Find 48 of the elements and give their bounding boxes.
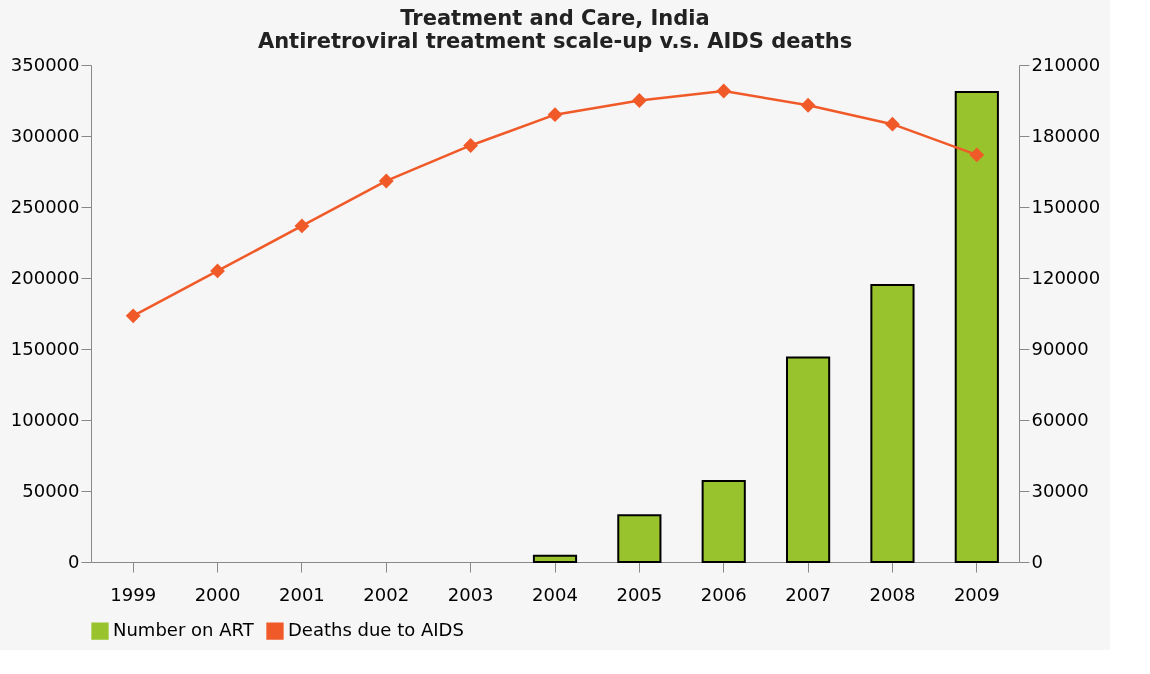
x-tick-label: 2009 xyxy=(953,583,1000,605)
point xyxy=(716,83,732,99)
y-tick-label: 300000 xyxy=(10,124,80,146)
x-tick-label: 2002 xyxy=(363,583,410,605)
y-tick-label: 250000 xyxy=(10,195,80,217)
legend-label: Deaths due to AIDS xyxy=(288,619,464,641)
x-tick-label: 2004 xyxy=(532,583,578,605)
y2-tick-label: 0 xyxy=(1031,550,1043,572)
point xyxy=(378,173,394,189)
text: Antiretroviral treatment scale-up v.s. AIDS deaths xyxy=(257,29,853,53)
point xyxy=(463,138,479,153)
x-tick-label: 1999 xyxy=(110,583,157,605)
x-tick-label: 2005 xyxy=(616,583,663,605)
point xyxy=(125,308,141,324)
y-tick-label: 100000 xyxy=(10,408,80,430)
y2-tick-label: 180000 xyxy=(1031,124,1101,146)
point xyxy=(210,263,225,279)
point xyxy=(294,218,310,234)
y-tick-label: 50000 xyxy=(22,479,80,501)
legend-label: Number on ART xyxy=(113,619,255,641)
bar xyxy=(701,480,746,563)
y2-tick-label: 90000 xyxy=(1031,337,1089,359)
bar xyxy=(786,356,831,563)
y2-tick-label: 150000 xyxy=(1031,195,1101,217)
y-tick-label: 350000 xyxy=(10,53,80,75)
point xyxy=(800,97,816,113)
x-tick-label: 2006 xyxy=(700,583,747,605)
x-tick-label: 2008 xyxy=(869,583,916,605)
y-tick-label: 150000 xyxy=(10,337,80,359)
bar xyxy=(870,284,915,563)
x-tick-label: 2001 xyxy=(279,583,325,605)
bar xyxy=(954,90,999,563)
y-tick-label: 0 xyxy=(68,550,80,572)
bar xyxy=(532,554,578,563)
y2-tick-label: 210000 xyxy=(1031,53,1101,75)
x-tick-label: 2007 xyxy=(785,583,831,605)
point xyxy=(885,116,900,132)
y2-tick-label: 120000 xyxy=(1031,266,1101,288)
point xyxy=(631,93,647,108)
text: Treatment and Care, India xyxy=(400,6,710,30)
point xyxy=(547,107,563,123)
point xyxy=(969,147,985,163)
y2-tick-label: 30000 xyxy=(1031,479,1089,501)
y2-tick-label: 60000 xyxy=(1031,408,1089,430)
x-tick-label: 2000 xyxy=(194,583,241,605)
bar xyxy=(617,514,662,563)
y-tick-label: 200000 xyxy=(10,266,80,288)
x-tick-label: 2003 xyxy=(447,583,494,605)
